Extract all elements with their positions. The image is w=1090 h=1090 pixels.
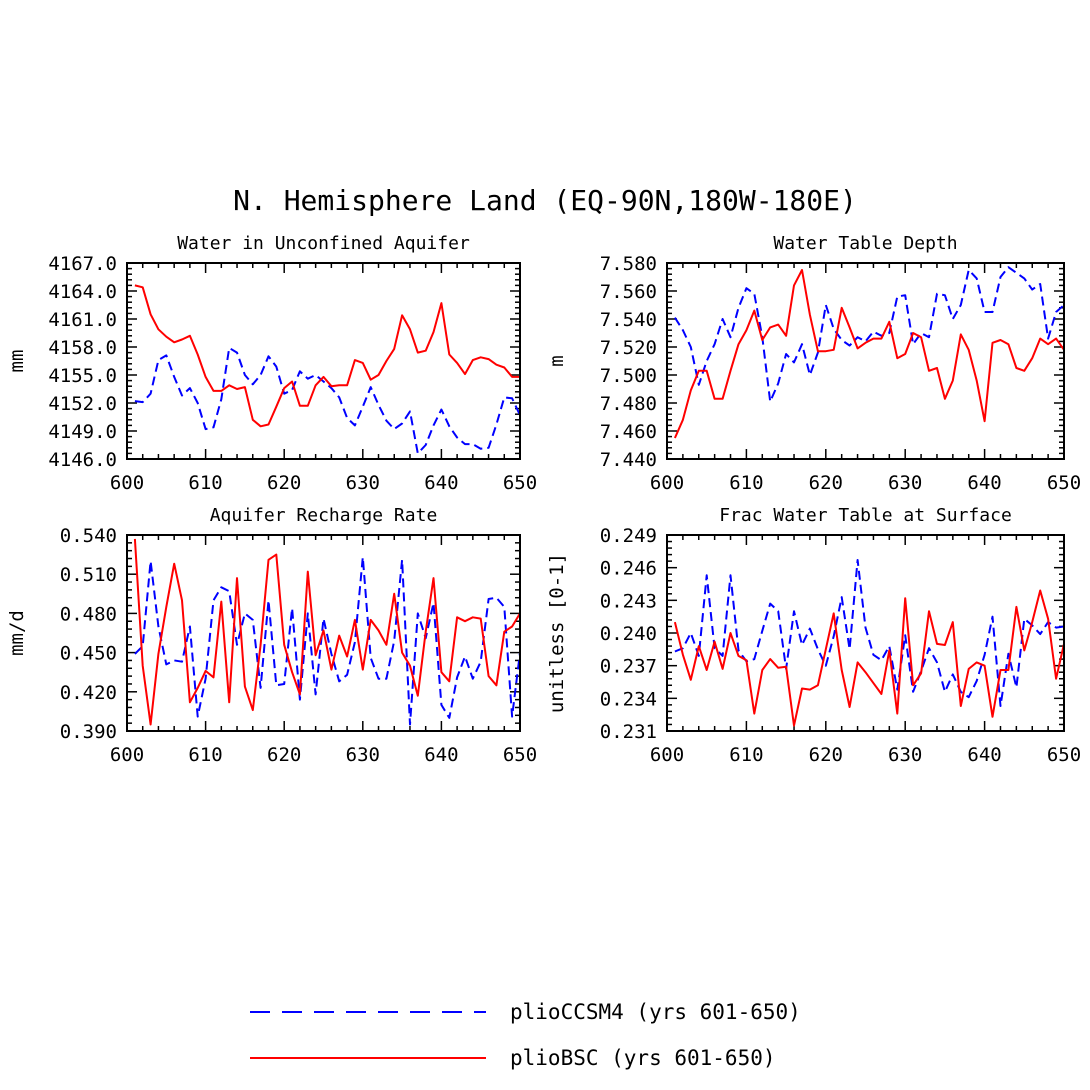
panel-title-recharge-rate: Aquifer Recharge Rate — [210, 505, 438, 526]
x-tick-label: 620 — [267, 744, 301, 766]
y-tick-label: 0.249 — [600, 525, 657, 547]
x-tick-label: 600 — [110, 472, 144, 494]
legend-item-ccsm4: plioCCSM4 (yrs 601-650) — [250, 1000, 801, 1024]
x-tick-label: 650 — [1047, 472, 1081, 494]
x-tick-label: 610 — [729, 744, 763, 766]
y-tick-label: 0.420 — [60, 682, 117, 704]
y-axis-label-recharge-rate: mm/d — [6, 610, 28, 656]
plot-frame-frac-water-surface — [666, 534, 1065, 732]
chart-panels: Water in Unconfined Aquifer mm 600 610 620 63… — [6, 233, 1081, 766]
panel-title-aquifer-water: Water in Unconfined Aquifer — [177, 233, 470, 254]
x-tick-label: 600 — [110, 744, 144, 766]
legend-label-ccsm4: plioCCSM4 (yrs 601-650) — [510, 1000, 801, 1024]
y-tick-label: 4155.0 — [48, 365, 117, 387]
x-tick-label: 630 — [888, 472, 922, 494]
legend-label-bsc: plioBSC (yrs 601-650) — [510, 1046, 776, 1070]
x-tick-label: 620 — [809, 472, 843, 494]
y-tick-label: 7.520 — [600, 337, 657, 359]
plot-frame-aquifer-water — [126, 262, 521, 460]
x-tick-label: 610 — [188, 472, 222, 494]
panel-title-water-table-depth: Water Table Depth — [773, 233, 957, 254]
series-line-ccsm4-frac-water-surface — [674, 559, 1064, 707]
x-tick-label: 630 — [346, 472, 380, 494]
series-line-ccsm4-water-table-depth — [674, 266, 1064, 403]
x-tick-label: 600 — [650, 472, 684, 494]
y-axis-label-aquifer-water: mm — [6, 350, 28, 373]
legend: plioCCSM4 (yrs 601-650) plioBSC (yrs 601… — [250, 1000, 801, 1070]
y-tick-label: 4152.0 — [48, 393, 117, 415]
series-line-bsc-aquifer-water — [134, 284, 520, 428]
y-tick-label: 7.440 — [600, 449, 657, 471]
x-tick-label: 610 — [188, 744, 222, 766]
y-tick-label: 4161.0 — [48, 309, 117, 331]
y-tick-label: 7.540 — [600, 309, 657, 331]
panel-aquifer-water: Water in Unconfined Aquifer mm 600 610 620 63… — [6, 233, 537, 494]
x-tick-label: 640 — [424, 744, 458, 766]
panel-title-frac-water-surface: Frac Water Table at Surface — [719, 505, 1012, 526]
x-tick-label: 630 — [346, 744, 380, 766]
y-tick-label: 0.234 — [600, 688, 657, 710]
plot-frame-recharge-rate — [126, 534, 521, 732]
y-tick-label: 4167.0 — [48, 253, 117, 275]
y-tick-label: 0.480 — [60, 603, 117, 625]
series-line-ccsm4-aquifer-water — [134, 346, 520, 455]
x-tick-label: 640 — [424, 472, 458, 494]
x-tick-label: 610 — [729, 472, 763, 494]
x-tick-label: 600 — [650, 744, 684, 766]
y-axis-label-water-table-depth: m — [546, 355, 568, 366]
y-tick-label: 7.480 — [600, 393, 657, 415]
y-tick-label: 0.243 — [600, 590, 657, 612]
x-tick-label: 650 — [503, 472, 537, 494]
y-tick-label: 4164.0 — [48, 281, 117, 303]
series-line-bsc-frac-water-surface — [673, 589, 1064, 727]
x-tick-label: 620 — [267, 472, 301, 494]
series-line-ccsm4-recharge-rate — [134, 556, 520, 726]
y-tick-label: 0.390 — [60, 721, 117, 743]
x-tick-label: 650 — [1047, 744, 1081, 766]
panel-water-table-depth: Water Table Depth m 600 610 620 630 640 650 7.44… — [546, 233, 1081, 494]
x-tick-label: 640 — [967, 472, 1001, 494]
plot-frame-water-table-depth — [666, 262, 1065, 460]
y-tick-label: 0.231 — [600, 721, 657, 743]
y-tick-label: 0.240 — [600, 623, 657, 645]
y-tick-label: 7.560 — [600, 281, 657, 303]
y-tick-label: 0.450 — [60, 643, 117, 665]
x-tick-label: 650 — [503, 744, 537, 766]
y-tick-label: 0.237 — [600, 656, 657, 678]
y-tick-label: 0.540 — [60, 525, 117, 547]
series-line-bsc-water-table-depth — [673, 269, 1064, 439]
y-tick-label: 4146.0 — [48, 449, 117, 471]
y-tick-label: 0.246 — [600, 558, 657, 580]
y-tick-label: 7.580 — [600, 253, 657, 275]
y-axis-label-frac-water-surface: unitless [0-1] — [546, 553, 568, 713]
x-tick-label: 640 — [967, 744, 1001, 766]
panel-frac-water-surface: Frac Water Table at Surface unitless [0-1… — [546, 505, 1081, 766]
series-line-bsc-recharge-rate — [133, 538, 520, 726]
x-tick-label: 630 — [888, 744, 922, 766]
y-tick-label: 7.500 — [600, 365, 657, 387]
y-tick-label: 7.460 — [600, 421, 657, 443]
panel-recharge-rate: Aquifer Recharge Rate mm/d 600 610 620 630 640… — [6, 505, 537, 766]
x-tick-label: 620 — [809, 744, 843, 766]
y-tick-label: 4149.0 — [48, 421, 117, 443]
y-tick-label: 4158.0 — [48, 337, 117, 359]
y-tick-label: 0.510 — [60, 564, 117, 586]
figure-title: N. Hemisphere Land (EQ-90N,180W-180E) — [233, 184, 857, 217]
legend-item-bsc: plioBSC (yrs 601-650) — [250, 1046, 776, 1070]
